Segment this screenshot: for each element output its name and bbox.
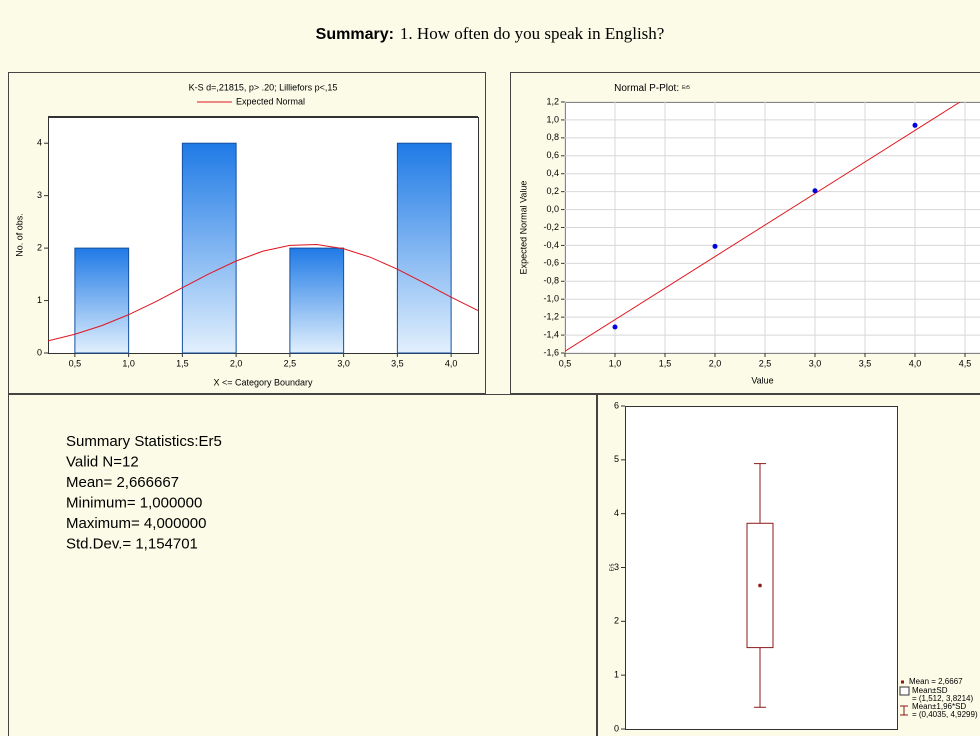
pplot-title-suffix: Er5	[682, 85, 690, 91]
x-tick-label: 1,5	[176, 358, 189, 368]
y-tick-label: 5	[614, 454, 619, 464]
y-axis-label: No. of obs.	[14, 213, 24, 257]
point	[812, 188, 818, 194]
x-tick-label: 4,5	[959, 358, 972, 368]
y-tick-label: -0,6	[543, 258, 559, 268]
y-tick-label: 1	[37, 295, 42, 305]
y-tick-label: -1,0	[543, 294, 559, 304]
summary-stats: Summary Statistics:Er5 Valid N=12 Mean= 2,…	[66, 433, 222, 553]
legend-label: Mean±SD	[912, 686, 948, 695]
x-tick-label: 2,5	[759, 358, 772, 368]
chart-title: K-S d=,21815, p> .20; Lilliefors p<,15	[189, 82, 338, 92]
mean-point	[758, 583, 762, 588]
x-tick-label: 1,0	[122, 358, 135, 368]
stat-line: Summary Statistics:Er5	[66, 433, 222, 450]
y-tick-label: 0,6	[546, 150, 559, 160]
legend-whisker-icon	[900, 705, 908, 716]
legend-box-icon	[899, 686, 910, 696]
y-tick-label: 0,4	[546, 168, 559, 178]
y-tick-label: 2	[37, 242, 42, 252]
point	[712, 243, 718, 249]
x-tick-label: 2,5	[284, 358, 297, 368]
legend-mean-icon	[901, 680, 904, 684]
y-tick-label: 6	[614, 400, 619, 410]
x-tick-label: 1,5	[659, 358, 672, 368]
y-tick-label: -0,4	[543, 240, 559, 250]
point	[912, 122, 918, 128]
stat-line: Minimum= 1,000000	[66, 494, 202, 511]
x-tick-label: 3,0	[337, 358, 350, 368]
y-tick-label: 2	[614, 616, 619, 626]
legend-label: = (1,512, 3,8214)	[912, 694, 973, 703]
y-tick-label: -0,2	[543, 222, 559, 232]
y-tick-label: -1,4	[543, 329, 559, 339]
bar	[289, 247, 345, 354]
y-tick-label: 1	[614, 670, 619, 680]
y-tick-label: -1,2	[543, 312, 559, 322]
x-tick-label: 0,5	[69, 358, 82, 368]
y-tick-label: 0	[614, 723, 619, 733]
x-axis-label: X <= Category Boundary	[213, 377, 313, 387]
x-tick-label: 3,0	[809, 358, 822, 368]
y-tick-label: 0,2	[546, 186, 559, 196]
x-tick-label: 2,0	[709, 358, 722, 368]
y-tick-label: 0,8	[546, 132, 559, 142]
stat-line: Valid N=12	[66, 453, 139, 470]
x-tick-label: 3,5	[391, 358, 404, 368]
stats-panel	[8, 394, 597, 736]
legend-label: Mean±1,96*SD	[912, 702, 966, 711]
y-tick-label: 3	[614, 562, 619, 572]
bar	[396, 142, 452, 354]
y-tick-label: 1,0	[546, 114, 559, 124]
legend-label: Mean = 2,6667	[909, 677, 963, 686]
title-label: Summary:	[316, 26, 394, 43]
y-tick-label: 4	[37, 138, 42, 148]
y-tick-label: -0,8	[543, 276, 559, 286]
x-axis-label: Value	[751, 375, 773, 385]
title-text: 1. How often do you speak in English?	[400, 24, 664, 43]
bar	[181, 142, 237, 354]
page-title: Summary: 1. How often do you speak in Eng…	[316, 24, 665, 43]
x-tick-label: 4,0	[445, 358, 458, 368]
y-tick-label: 0,0	[546, 204, 559, 214]
x-tick-label: 2,0	[230, 358, 243, 368]
fit-line	[565, 102, 961, 352]
y-tick-label: 0	[37, 347, 42, 357]
x-tick-label: 1,0	[609, 358, 622, 368]
stat-line: Mean= 2,666667	[66, 474, 179, 491]
y-tick-label: 1,2	[546, 96, 559, 106]
y-tick-label: 3	[37, 190, 42, 200]
stat-line: Std.Dev.= 1,154701	[66, 535, 198, 552]
pplot-title-text: Normal P-Plot:	[614, 83, 679, 94]
expected-normal-curve	[48, 244, 478, 342]
y-axis-label: Er5	[609, 563, 615, 571]
bar	[74, 247, 130, 354]
y-tick-label: 4	[614, 508, 619, 518]
y-axis-label: Expected Normal Value	[518, 181, 528, 275]
pplot-title: Normal P-Plot: Er5	[614, 83, 690, 94]
x-tick-label: 3,5	[859, 358, 872, 368]
legend-label: = (0,4035, 4,9299)	[912, 710, 978, 719]
x-tick-label: 0,5	[559, 358, 572, 368]
x-tick-label: 4,0	[909, 358, 922, 368]
legend-label: Expected Normal	[236, 96, 305, 106]
y-tick-label: -1,6	[543, 347, 559, 357]
stat-line: Maximum= 4,000000	[66, 515, 207, 532]
point	[612, 324, 618, 330]
